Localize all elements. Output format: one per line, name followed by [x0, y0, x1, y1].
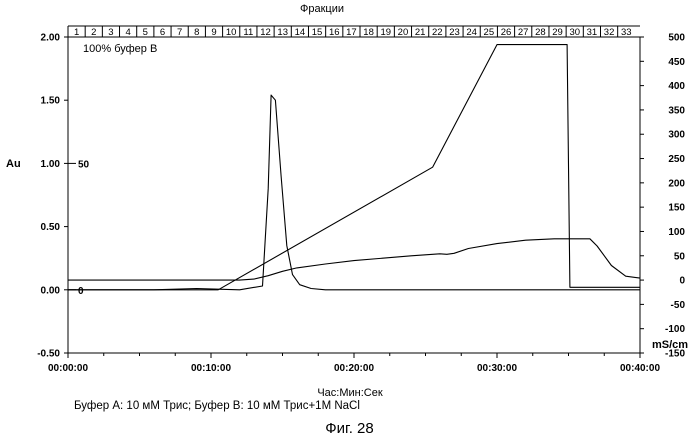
x-tick-label: 00:10:00 [191, 363, 231, 374]
fraction-label: 8 [194, 27, 199, 38]
y-right-tick-label: 100 [668, 227, 685, 238]
fraction-label: 25 [484, 27, 495, 38]
y-right-tick-label: 250 [668, 154, 685, 165]
y-axis-right-label: mS/cm [652, 339, 688, 351]
fraction-label: 16 [329, 27, 340, 38]
fraction-label: 2 [91, 27, 96, 38]
fraction-label: 1 [74, 27, 79, 38]
fraction-label: 15 [312, 27, 323, 38]
annotation-100-buffer-b: 100% буфер В [83, 43, 157, 55]
inner-scale-label: 0 [78, 286, 84, 297]
fraction-label: 18 [363, 27, 374, 38]
y-axis-right: -150-100-5005010015020025030035040045050… [640, 33, 685, 360]
fraction-label: 28 [535, 27, 546, 38]
y-left-tick-label: 2.00 [41, 33, 61, 44]
y-left-tick-label: 1.50 [41, 96, 61, 107]
y-right-tick-label: -50 [671, 300, 686, 311]
y-right-tick-label: 500 [668, 33, 685, 44]
fraction-label: 6 [160, 27, 165, 38]
conductivity-trace [68, 239, 640, 280]
fraction-label: 5 [143, 27, 148, 38]
fraction-label: 21 [415, 27, 426, 38]
fraction-label: 33 [621, 27, 632, 38]
fraction-label: 27 [518, 27, 529, 38]
fraction-label: 26 [501, 27, 512, 38]
x-tick-label: 00:20:00 [334, 363, 374, 374]
y-left-tick-label: -0.50 [37, 349, 60, 360]
inner-scale: 50 0 [68, 159, 90, 296]
y-right-tick-label: 0 [679, 276, 685, 287]
plot-frame [68, 37, 640, 353]
fraction-label: 32 [604, 27, 615, 38]
series-group [68, 45, 640, 290]
fraction-label: 19 [380, 27, 391, 38]
y-right-tick-label: 450 [668, 57, 685, 68]
fraction-label: 20 [398, 27, 409, 38]
fraction-label: 14 [295, 27, 306, 38]
y-left-tick-label: 0.00 [41, 285, 61, 296]
fractions-axis: 1234567891011121314151617181920212223242… [68, 26, 640, 38]
y-right-tick-label: -100 [665, 324, 685, 335]
y-right-tick-label: 50 [674, 251, 686, 262]
fraction-label: 23 [449, 27, 460, 38]
fraction-label: 4 [125, 27, 130, 38]
y-left-tick-label: 0.50 [41, 222, 61, 233]
gradient-trace [68, 45, 640, 290]
fraction-label: 12 [260, 27, 271, 38]
fraction-label: 3 [108, 27, 113, 38]
y-right-tick-label: 400 [668, 81, 685, 92]
fraction-label: 7 [177, 27, 182, 38]
fraction-label: 30 [569, 27, 580, 38]
y-right-tick-label: 300 [668, 130, 685, 141]
fraction-label: 13 [277, 27, 288, 38]
y-axis-left-label: Au [6, 158, 21, 170]
fraction-label: 29 [552, 27, 563, 38]
y-right-tick-label: 350 [668, 105, 685, 116]
x-tick-label: 00:00:00 [48, 363, 88, 374]
x-axis-label: Час:Мин:Сек [317, 387, 383, 399]
y-right-tick-label: 150 [668, 203, 685, 214]
figure-caption: Фиг. 28 [0, 420, 699, 437]
fraction-label: 22 [432, 27, 443, 38]
buffer-footnote: Буфер А: 10 мМ Трис; Буфер В: 10 мМ Трис… [74, 400, 360, 412]
chart-title: Фракции [300, 3, 344, 15]
fraction-label: 31 [587, 27, 598, 38]
fraction-label: 11 [243, 27, 253, 38]
fraction-label: 24 [466, 27, 477, 38]
y-axis-left: -0.50 0.00 0.50 1.00 1.50 2.00 [37, 33, 68, 360]
y-right-tick-label: 200 [668, 178, 685, 189]
inner-scale-label: 50 [78, 159, 90, 170]
fraction-label: 17 [346, 27, 357, 38]
y-left-tick-label: 1.00 [41, 159, 61, 170]
fraction-label: 9 [211, 27, 216, 38]
fraction-label: 10 [226, 27, 237, 38]
x-axis: 00:00:00 00:10:00 00:20:00 00:30:00 00:40:00 [48, 353, 660, 374]
x-tick-label: 00:30:00 [477, 363, 517, 374]
x-tick-label: 00:40:00 [620, 363, 660, 374]
